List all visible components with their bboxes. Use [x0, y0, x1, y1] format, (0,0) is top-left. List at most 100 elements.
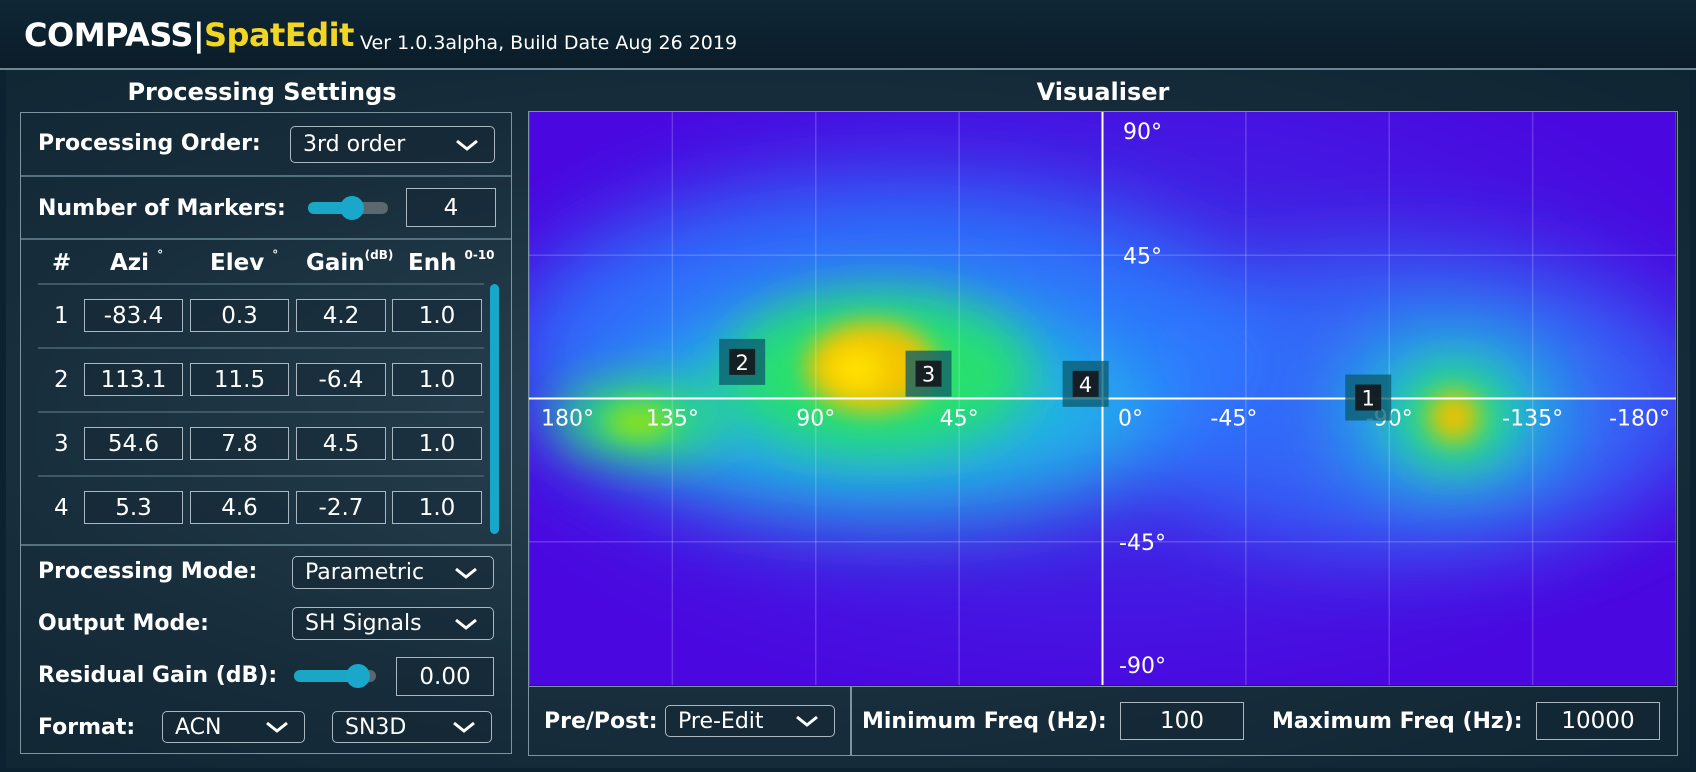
divider [21, 175, 511, 177]
col-header-elev-unit: ° [272, 248, 279, 262]
format-channel-order-dropdown[interactable]: ACN [162, 711, 305, 743]
processing-order-dropdown[interactable]: 3rd order [290, 126, 495, 163]
output-mode-label: Output Mode: [38, 611, 209, 636]
row-number: 4 [54, 495, 69, 521]
marker-4-azi-field[interactable]: 5.3 [84, 491, 183, 524]
format-label: Format: [38, 715, 136, 740]
marker-3-elev-field[interactable]: 7.8 [190, 427, 289, 460]
marker-4-gain-field[interactable]: -2.7 [296, 491, 386, 524]
max-freq-field[interactable]: 10000 [1536, 702, 1660, 740]
col-header-enh: Enh 0-10 [408, 248, 495, 276]
elevation-tick-label: 90° [1123, 120, 1162, 145]
product-name: SpatEdit [204, 16, 354, 54]
row-number: 3 [54, 431, 69, 457]
col-header-azi: Azi ° [110, 248, 163, 276]
marker-label: 4 [1079, 373, 1092, 397]
format-normalisation-value: SN3D [345, 714, 407, 740]
marker-1-azi-field[interactable]: -83.4 [84, 299, 183, 332]
row-number: 1 [54, 303, 69, 329]
slider-knob[interactable] [340, 196, 364, 220]
max-freq-label: Maximum Freq (Hz): [1272, 709, 1523, 734]
marker-2[interactable]: 2 [719, 338, 766, 385]
azimuth-tick-label: -45° [1210, 407, 1257, 432]
col-header-gain-unit: (dB) [364, 248, 394, 262]
marker-box [1072, 370, 1099, 397]
row-divider [38, 411, 484, 413]
marker-3-enh-field[interactable]: 1.0 [392, 427, 482, 460]
col-header-elev: Elev ° [210, 248, 279, 276]
num-markers-field[interactable]: 4 [406, 188, 496, 227]
chevron-down-icon [453, 721, 475, 733]
num-markers-label: Number of Markers: [38, 196, 286, 221]
min-freq-label: Minimum Freq (Hz): [862, 709, 1107, 734]
marker-2-elev-field[interactable]: 11.5 [190, 363, 289, 396]
spatial-heatmap[interactable]: 180° 135° 90° 45° 0° -45° -90° -135° -180° 90° 45°… [529, 112, 1677, 685]
processing-mode-dropdown[interactable]: Parametric [292, 556, 494, 589]
marker-3[interactable]: 3 [905, 350, 952, 397]
slider-fill [294, 670, 358, 682]
chevron-down-icon [456, 139, 478, 151]
processing-mode-value: Parametric [305, 560, 425, 585]
azimuth-tick-label: 135° [646, 407, 699, 432]
col-header-enh-unit: 0-10 [464, 248, 495, 262]
azimuth-tick-label: -135° [1502, 407, 1563, 432]
pre-post-label: Pre/Post: [544, 709, 658, 734]
elevation-tick-label: 45° [1123, 244, 1162, 269]
num-markers-slider[interactable] [308, 196, 388, 220]
settings-title: Processing Settings [127, 78, 397, 106]
chevron-down-icon [455, 618, 477, 630]
residual-gain-label: Residual Gain (dB): [38, 663, 278, 688]
col-header-gain-text: Gain [306, 250, 365, 276]
marker-1[interactable]: 1 [1345, 374, 1392, 421]
min-freq-field[interactable]: 100 [1120, 702, 1244, 740]
marker-3-gain-field[interactable]: 4.5 [296, 427, 386, 460]
residual-gain-slider[interactable] [294, 664, 376, 688]
source-markers[interactable]: 1 2 3 4 [719, 338, 1392, 421]
pre-post-dropdown[interactable]: Pre-Edit [665, 705, 835, 737]
azimuth-tick-label: 180° [541, 407, 594, 432]
marker-1-enh-field[interactable]: 1.0 [392, 299, 482, 332]
divider [21, 238, 511, 240]
output-mode-value: SH Signals [305, 611, 422, 636]
marker-4[interactable]: 4 [1062, 360, 1109, 407]
marker-2-azi-field[interactable]: 113.1 [84, 363, 183, 396]
divider [21, 544, 511, 546]
azimuth-tick-label: 90° [796, 407, 835, 432]
axis-labels: 180° 135° 90° 45° 0° -45° -90° -135° -180° 90° 45°… [541, 120, 1670, 679]
title-bar: COMPASS| SpatEdit Ver 1.0.3alpha, Build … [0, 0, 1696, 70]
processing-order-label: Processing Order: [38, 131, 261, 156]
slider-knob[interactable] [345, 664, 370, 688]
row-divider [38, 283, 484, 285]
residual-gain-field[interactable]: 0.00 [396, 657, 494, 696]
visualiser-title: Visualiser [1036, 78, 1170, 106]
azimuth-tick-label: 45° [940, 407, 979, 432]
marker-4-enh-field[interactable]: 1.0 [392, 491, 482, 524]
col-header-gain: Gain(dB) [306, 248, 394, 276]
heatmap-hot [607, 322, 1478, 441]
output-mode-dropdown[interactable]: SH Signals [292, 607, 494, 640]
marker-4-elev-field[interactable]: 4.6 [190, 491, 289, 524]
elevation-tick-label: -45° [1119, 531, 1166, 556]
divider [850, 686, 852, 756]
marker-3-azi-field[interactable]: 54.6 [84, 427, 183, 460]
table-scrollbar[interactable] [490, 284, 499, 534]
row-divider [38, 475, 484, 477]
elevation-tick-label: -90° [1119, 654, 1166, 679]
row-divider [38, 347, 484, 349]
format-channel-order-value: ACN [175, 714, 222, 740]
marker-2-gain-field[interactable]: -6.4 [296, 363, 386, 396]
processing-mode-label: Processing Mode: [38, 559, 258, 584]
col-header-azi-text: Azi [110, 250, 150, 276]
marker-label: 2 [735, 351, 748, 375]
chevron-down-icon [455, 567, 477, 579]
azimuth-tick-label: -180° [1609, 407, 1670, 432]
visualiser-frame[interactable]: 180° 135° 90° 45° 0° -45° -90° -135° -180° 90° 45°… [528, 111, 1678, 687]
marker-2-enh-field[interactable]: 1.0 [392, 363, 482, 396]
version-info: Ver 1.0.3alpha, Build Date Aug 26 2019 [360, 32, 738, 54]
chevron-down-icon [796, 715, 818, 727]
settings-panel [20, 112, 512, 754]
marker-label: 1 [1362, 387, 1375, 411]
format-normalisation-dropdown[interactable]: SN3D [332, 711, 492, 743]
marker-1-gain-field[interactable]: 4.2 [296, 299, 386, 332]
marker-1-elev-field[interactable]: 0.3 [190, 299, 289, 332]
